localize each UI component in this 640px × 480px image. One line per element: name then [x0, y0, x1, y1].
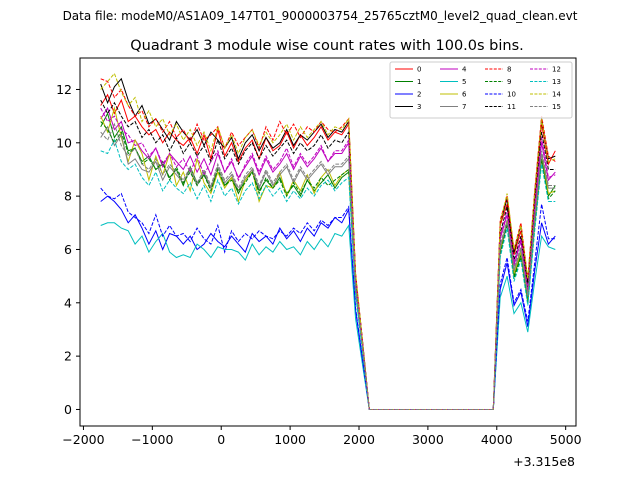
suptitle: Data file: modeM0/AS1A09_147T01_90000037…	[63, 9, 578, 23]
series-line-6	[100, 106, 556, 410]
y-tick-label: 12	[56, 82, 72, 97]
legend-label: 12	[552, 66, 561, 74]
series-line-14	[100, 72, 556, 410]
series-line-13	[100, 138, 556, 410]
series-line-2	[100, 195, 556, 410]
legend-label: 7	[462, 103, 466, 111]
series-line-10	[100, 187, 556, 410]
series-line-4	[100, 106, 556, 410]
legend-label: 3	[417, 103, 421, 111]
legend-label: 6	[462, 91, 467, 99]
x-tick-label: 3000	[412, 432, 444, 447]
series-line-1	[100, 112, 556, 410]
legend-label: 15	[552, 103, 561, 111]
legend-label: 2	[417, 91, 421, 99]
series-line-15	[100, 122, 556, 410]
series-line-12	[100, 107, 556, 410]
x-tick-label: 2000	[343, 432, 375, 447]
legend-label: 13	[552, 78, 561, 86]
y-axis: 0 2 4 6 8 10 12	[56, 82, 80, 417]
legend-label: 5	[462, 78, 466, 86]
legend-label: 10	[507, 91, 516, 99]
legend-label: 14	[552, 91, 561, 99]
legend-label: 8	[507, 66, 511, 74]
series-line-11	[100, 99, 556, 410]
y-tick-label: 4	[64, 295, 72, 310]
legend-label: 4	[462, 66, 467, 74]
legend-label: 0	[417, 66, 421, 74]
series-line-9	[100, 121, 556, 410]
x-tick-label: 1000	[274, 432, 306, 447]
legend-label: 9	[507, 78, 511, 86]
x-tick-label: −2000	[62, 432, 104, 447]
y-tick-label: 0	[64, 402, 72, 417]
y-tick-label: 10	[56, 135, 72, 150]
y-tick-label: 2	[64, 349, 72, 364]
x-offset-label: +3.315e8	[513, 454, 575, 469]
x-tick-label: 5000	[550, 432, 582, 447]
x-axis: −2000 −1000 0 1000 2000 3000 4000 5000	[62, 426, 582, 447]
chart-title: Quadrant 3 module wise count rates with …	[130, 38, 524, 54]
x-tick-label: 0	[217, 432, 225, 447]
legend-box	[389, 61, 573, 119]
series-line-8	[100, 78, 556, 410]
legend-label: 11	[507, 103, 516, 111]
legend-label: 1	[417, 78, 421, 86]
x-tick-label: −1000	[131, 432, 173, 447]
x-tick-label: 4000	[481, 432, 513, 447]
series-line-3	[100, 77, 556, 410]
plot-area	[79, 57, 577, 427]
series-line-5	[100, 222, 556, 410]
y-tick-label: 6	[64, 242, 72, 257]
y-tick-label: 8	[64, 189, 72, 204]
series-line-0	[100, 93, 556, 410]
axes-frame	[79, 57, 577, 427]
